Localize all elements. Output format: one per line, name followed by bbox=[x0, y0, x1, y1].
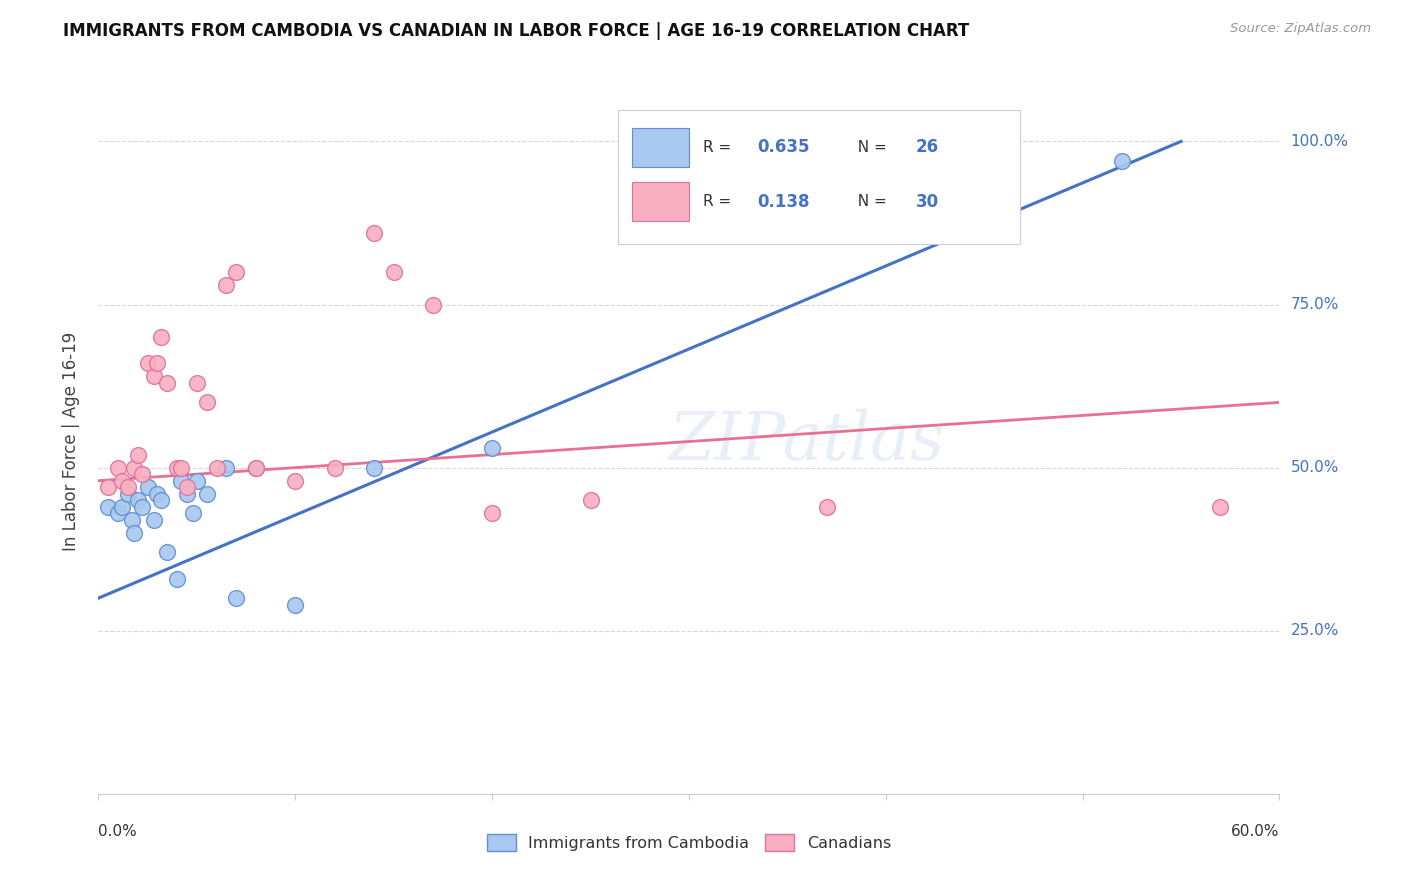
Text: 0.0%: 0.0% bbox=[98, 824, 138, 839]
Point bbox=[225, 591, 247, 606]
Point bbox=[122, 460, 145, 475]
Point bbox=[186, 474, 208, 488]
Point bbox=[170, 474, 193, 488]
Point bbox=[363, 226, 385, 240]
Point bbox=[150, 330, 173, 344]
Point bbox=[245, 460, 267, 475]
Text: N =: N = bbox=[848, 194, 891, 209]
Point bbox=[382, 265, 405, 279]
Point bbox=[225, 265, 247, 279]
Point bbox=[136, 356, 159, 370]
Point bbox=[142, 369, 165, 384]
Text: 26: 26 bbox=[915, 138, 939, 156]
Text: 0.138: 0.138 bbox=[758, 193, 810, 211]
Point bbox=[97, 480, 120, 494]
Text: ZIPatlas: ZIPatlas bbox=[669, 409, 945, 475]
Point bbox=[131, 467, 153, 482]
Point bbox=[1111, 153, 1133, 168]
Point bbox=[107, 460, 129, 475]
Point bbox=[150, 493, 173, 508]
Point bbox=[579, 493, 602, 508]
Point bbox=[97, 500, 120, 514]
Point bbox=[156, 545, 179, 559]
Point bbox=[122, 525, 145, 540]
FancyBboxPatch shape bbox=[633, 128, 689, 167]
Point bbox=[127, 448, 149, 462]
Point bbox=[170, 460, 193, 475]
Point bbox=[107, 506, 129, 520]
Text: N =: N = bbox=[848, 140, 891, 155]
Point bbox=[111, 500, 134, 514]
Point bbox=[363, 460, 385, 475]
Point bbox=[127, 493, 149, 508]
Point bbox=[156, 376, 179, 390]
Point bbox=[186, 376, 208, 390]
Point bbox=[245, 460, 267, 475]
Point bbox=[481, 441, 503, 455]
Point bbox=[422, 297, 444, 311]
Text: R =: R = bbox=[703, 194, 737, 209]
Text: Source: ZipAtlas.com: Source: ZipAtlas.com bbox=[1230, 22, 1371, 36]
Text: 75.0%: 75.0% bbox=[1291, 297, 1339, 312]
Point bbox=[117, 487, 139, 501]
Point bbox=[166, 460, 188, 475]
Point bbox=[284, 474, 307, 488]
Point bbox=[142, 513, 165, 527]
Point bbox=[176, 480, 198, 494]
Text: R =: R = bbox=[703, 140, 737, 155]
Point bbox=[195, 395, 218, 409]
FancyBboxPatch shape bbox=[619, 111, 1019, 244]
Point bbox=[111, 474, 134, 488]
Point bbox=[136, 480, 159, 494]
Point bbox=[181, 506, 204, 520]
Point bbox=[215, 277, 238, 292]
Text: 25.0%: 25.0% bbox=[1291, 624, 1339, 639]
Point bbox=[481, 506, 503, 520]
Text: 100.0%: 100.0% bbox=[1291, 134, 1348, 149]
Text: 0.635: 0.635 bbox=[758, 138, 810, 156]
Point bbox=[121, 513, 143, 527]
Point bbox=[195, 487, 218, 501]
Point bbox=[117, 480, 139, 494]
Point bbox=[323, 460, 346, 475]
Legend: Immigrants from Cambodia, Canadians: Immigrants from Cambodia, Canadians bbox=[481, 828, 897, 857]
FancyBboxPatch shape bbox=[633, 182, 689, 221]
Text: 30: 30 bbox=[915, 193, 939, 211]
Point bbox=[131, 500, 153, 514]
Point bbox=[146, 487, 169, 501]
Point bbox=[1209, 500, 1232, 514]
Text: 50.0%: 50.0% bbox=[1291, 460, 1339, 475]
Point bbox=[215, 460, 238, 475]
Point bbox=[284, 598, 307, 612]
Point bbox=[166, 572, 188, 586]
Text: 60.0%: 60.0% bbox=[1232, 824, 1279, 839]
Point bbox=[176, 487, 198, 501]
Point bbox=[146, 356, 169, 370]
Point bbox=[815, 500, 838, 514]
Point bbox=[205, 460, 228, 475]
Y-axis label: In Labor Force | Age 16-19: In Labor Force | Age 16-19 bbox=[62, 332, 80, 551]
Text: IMMIGRANTS FROM CAMBODIA VS CANADIAN IN LABOR FORCE | AGE 16-19 CORRELATION CHAR: IMMIGRANTS FROM CAMBODIA VS CANADIAN IN … bbox=[63, 22, 970, 40]
